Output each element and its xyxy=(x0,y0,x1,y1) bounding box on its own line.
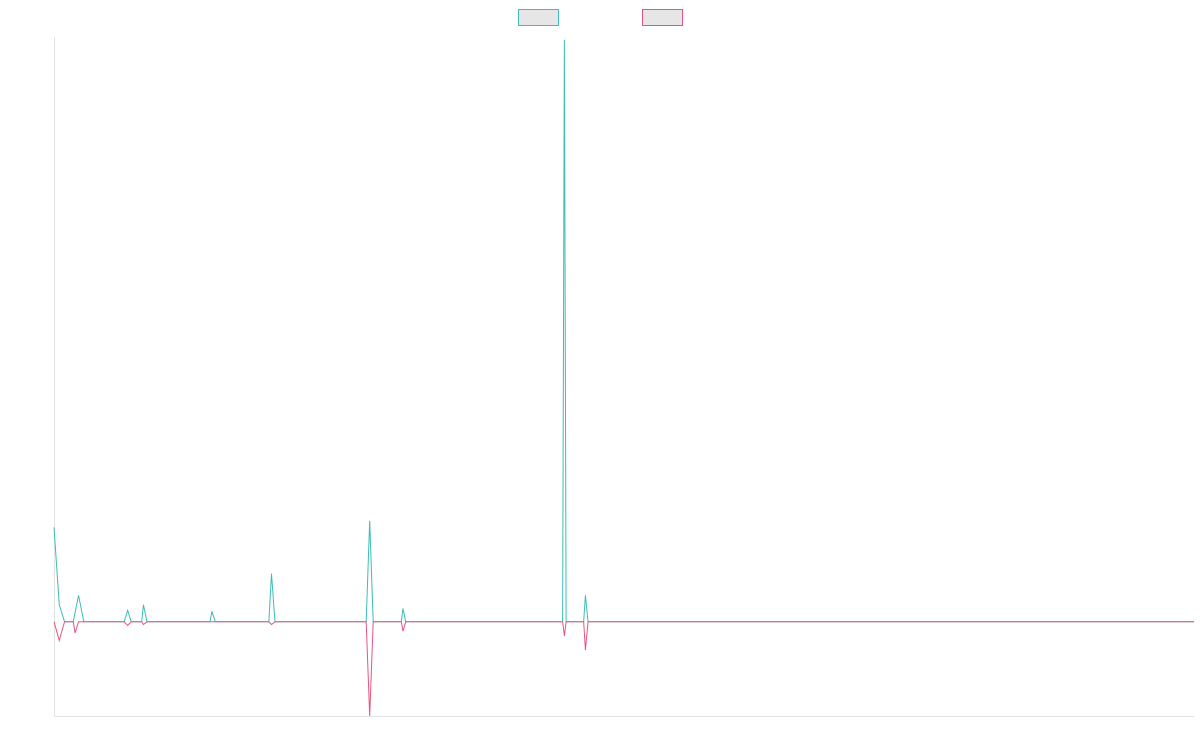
series-line-2 xyxy=(53,621,1194,717)
legend-swatch-1 xyxy=(518,9,559,26)
legend xyxy=(518,9,683,26)
series-line-1 xyxy=(53,39,1194,623)
axes xyxy=(54,37,1194,717)
series-group xyxy=(53,39,1194,717)
legend-swatch-2 xyxy=(642,9,683,26)
